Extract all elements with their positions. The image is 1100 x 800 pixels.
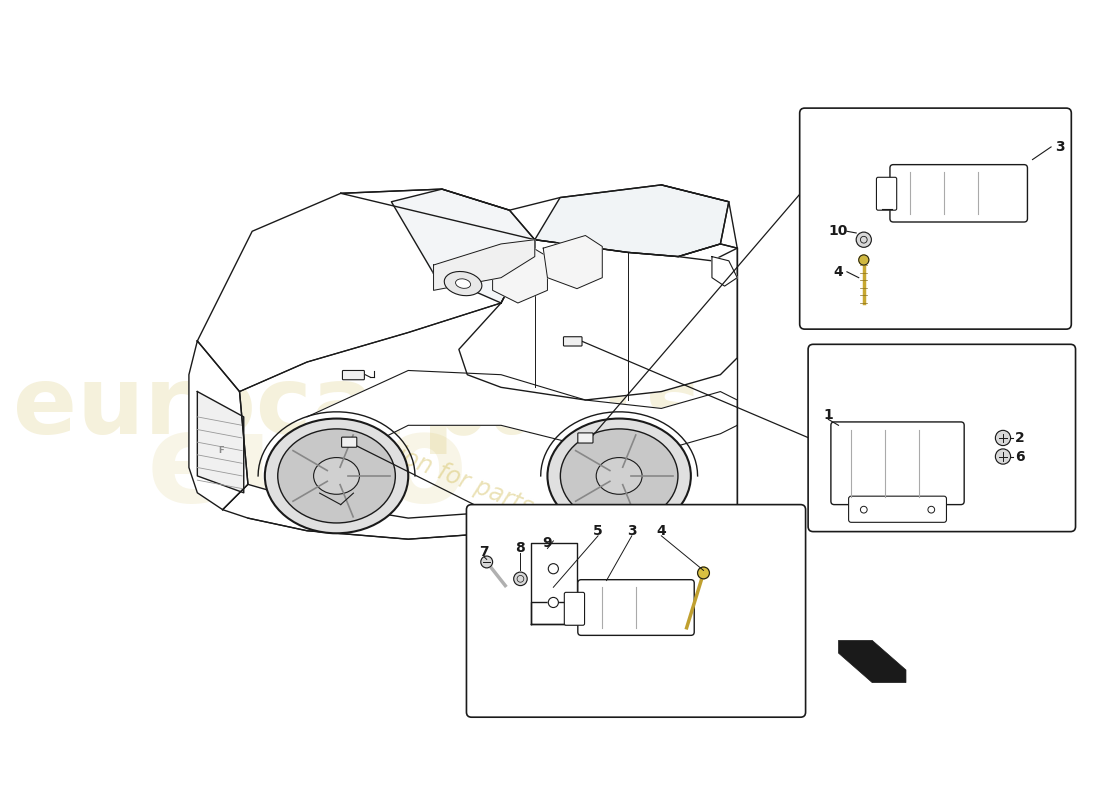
Ellipse shape (455, 279, 471, 288)
Ellipse shape (444, 271, 482, 296)
Circle shape (996, 430, 1011, 446)
Text: 3: 3 (627, 524, 637, 538)
Polygon shape (307, 370, 737, 476)
Polygon shape (222, 484, 468, 539)
Polygon shape (189, 341, 248, 510)
Text: 4: 4 (657, 524, 667, 538)
FancyBboxPatch shape (578, 433, 593, 443)
Text: 9: 9 (542, 537, 552, 550)
Circle shape (697, 567, 710, 579)
Text: 8: 8 (516, 541, 526, 554)
Circle shape (996, 449, 1011, 464)
Polygon shape (712, 257, 737, 286)
Polygon shape (530, 543, 578, 623)
FancyBboxPatch shape (890, 165, 1027, 222)
Circle shape (859, 255, 869, 265)
Polygon shape (838, 641, 906, 682)
Text: 3: 3 (1055, 140, 1065, 154)
FancyBboxPatch shape (342, 437, 356, 447)
Text: 5: 5 (593, 524, 603, 538)
Ellipse shape (277, 429, 395, 523)
Circle shape (860, 506, 867, 513)
Polygon shape (535, 185, 729, 257)
FancyBboxPatch shape (578, 580, 694, 635)
Polygon shape (392, 189, 535, 303)
Polygon shape (197, 189, 535, 391)
FancyBboxPatch shape (830, 422, 965, 505)
Polygon shape (341, 185, 729, 257)
Circle shape (928, 506, 935, 513)
Text: 10: 10 (828, 224, 848, 238)
Text: F: F (218, 446, 223, 455)
Polygon shape (433, 240, 535, 290)
FancyBboxPatch shape (563, 337, 582, 346)
Text: 1: 1 (824, 408, 833, 422)
Circle shape (548, 564, 559, 574)
Text: 7: 7 (480, 545, 490, 559)
Ellipse shape (560, 429, 678, 523)
Text: 4: 4 (834, 265, 844, 278)
FancyBboxPatch shape (800, 108, 1071, 329)
Ellipse shape (265, 418, 408, 534)
FancyBboxPatch shape (808, 344, 1076, 532)
Text: a passion for parts since 1955: a passion for parts since 1955 (322, 415, 662, 570)
FancyBboxPatch shape (564, 592, 584, 626)
Polygon shape (530, 602, 603, 623)
FancyBboxPatch shape (342, 370, 364, 380)
Polygon shape (543, 235, 603, 289)
Circle shape (548, 598, 559, 607)
Text: 2: 2 (1015, 431, 1025, 445)
Ellipse shape (596, 458, 642, 494)
Polygon shape (197, 391, 244, 493)
Circle shape (856, 232, 871, 247)
Polygon shape (459, 240, 737, 400)
Text: 6: 6 (1015, 450, 1025, 463)
Ellipse shape (314, 458, 360, 494)
FancyBboxPatch shape (466, 505, 805, 717)
Circle shape (481, 556, 493, 568)
FancyBboxPatch shape (848, 496, 946, 522)
Ellipse shape (548, 418, 691, 534)
Polygon shape (493, 244, 548, 303)
Circle shape (514, 572, 527, 586)
Text: euro: euro (146, 407, 468, 528)
Text: eurocarparts: eurocarparts (13, 362, 702, 454)
FancyBboxPatch shape (877, 178, 896, 210)
